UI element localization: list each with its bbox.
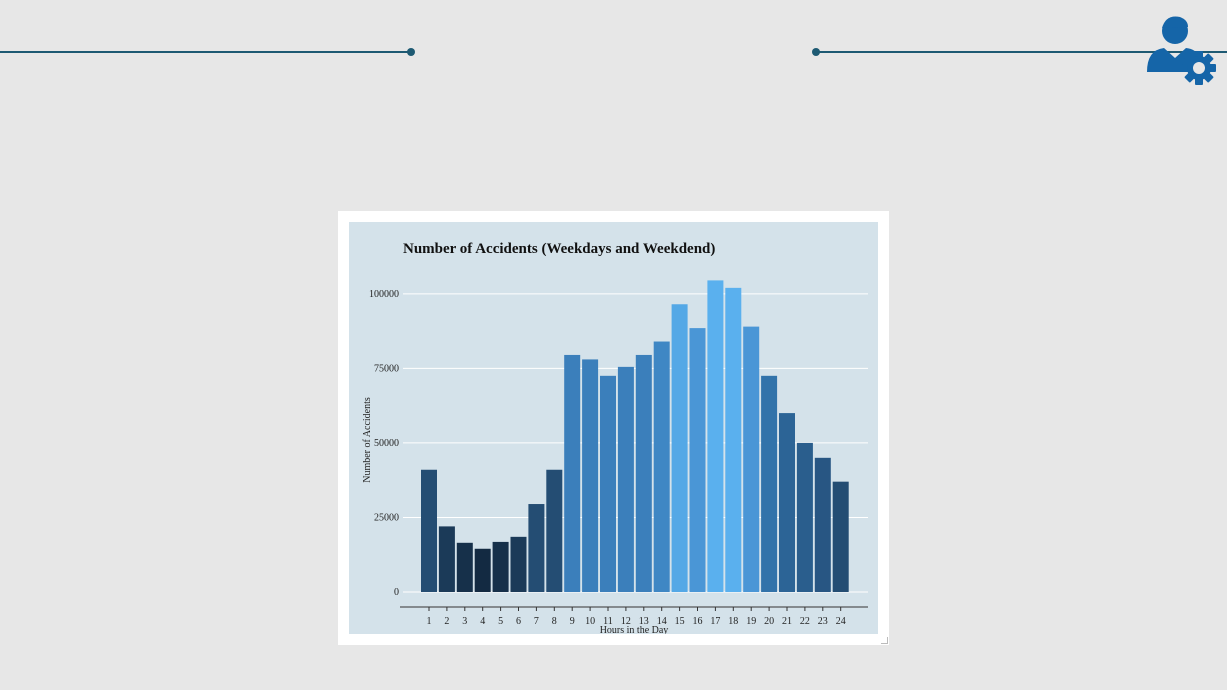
- bar: [564, 354, 581, 592]
- x-tick-label: 5: [498, 616, 503, 627]
- bar: [671, 304, 688, 592]
- y-axis-label: Number of Accidents: [362, 397, 373, 483]
- x-tick-label: 22: [800, 616, 810, 627]
- bar: [689, 328, 706, 592]
- accidents-bar-chart: Number of Accidents (Weekdays and Weekde…: [362, 241, 868, 636]
- bar: [510, 536, 527, 592]
- bar: [761, 375, 778, 592]
- chart-panel: Number of Accidents (Weekdays and Weekde…: [349, 222, 878, 636]
- bar: [779, 413, 795, 592]
- right-accent-line: [816, 51, 1227, 53]
- x-tick-label: 4: [480, 616, 485, 627]
- x-tick-label: 16: [693, 616, 703, 627]
- x-tick-label: 9: [570, 616, 575, 627]
- bar: [725, 287, 742, 592]
- x-tick-label: 19: [746, 616, 756, 627]
- x-tick-label: 13: [639, 616, 649, 627]
- bar: [421, 469, 437, 592]
- bar: [438, 526, 455, 592]
- y-tick-label: 50000: [374, 438, 399, 449]
- x-tick-label: 18: [728, 616, 738, 627]
- x-tick-label: 17: [710, 616, 720, 627]
- y-tick-label: 75000: [374, 363, 399, 374]
- bar: [582, 359, 599, 592]
- bar: [600, 375, 616, 592]
- x-tick-label: 21: [782, 616, 792, 627]
- x-tick-label: 20: [764, 616, 774, 627]
- x-tick-label: 15: [675, 616, 685, 627]
- x-tick-label: 23: [818, 616, 828, 627]
- x-tick-label: 2: [444, 616, 449, 627]
- bar: [474, 548, 491, 592]
- left-accent-dot: [407, 48, 415, 56]
- x-tick-label: 10: [585, 616, 595, 627]
- y-tick-label: 0: [394, 587, 399, 598]
- bar: [528, 504, 545, 592]
- chart-card: Number of Accidents (Weekdays and Weekde…: [338, 211, 889, 645]
- x-tick-label: 14: [657, 616, 667, 627]
- bar: [832, 481, 849, 592]
- bar: [743, 326, 760, 592]
- x-tick-label: 1: [427, 616, 432, 627]
- x-axis-title: Hours in the Day: [600, 625, 669, 634]
- x-tick-label: 24: [836, 616, 846, 627]
- chart-title: Number of Accidents (Weekdays and Weekde…: [403, 241, 715, 257]
- left-accent-line: [0, 51, 410, 53]
- bar: [653, 341, 670, 592]
- bar: [492, 541, 509, 592]
- y-tick-label: 25000: [374, 512, 399, 523]
- x-tick-label: 8: [552, 616, 557, 627]
- bar: [617, 366, 634, 592]
- x-tick-label: 12: [621, 616, 631, 627]
- bar: [546, 469, 563, 592]
- bar: [456, 542, 473, 592]
- x-tick-label: 7: [534, 616, 539, 627]
- x-tick-label: 11: [603, 616, 613, 627]
- x-tick-label: 3: [462, 616, 467, 627]
- x-tick-label: 6: [516, 616, 521, 627]
- y-tick-label: 100000: [369, 289, 399, 300]
- bar: [707, 280, 724, 592]
- user-gear-icon: [1147, 16, 1216, 85]
- bar: [796, 442, 813, 592]
- bar: [814, 457, 831, 592]
- resize-grip[interactable]: [881, 637, 888, 644]
- bar: [635, 354, 652, 592]
